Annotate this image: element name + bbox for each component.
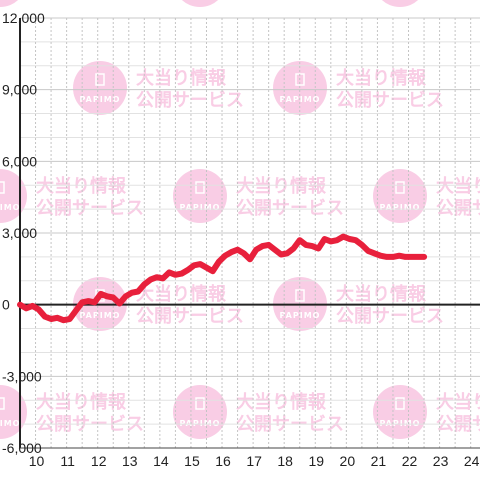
axes-layer [19,18,480,449]
ticks-layer: -6,000 -3,000 0 3,000 6,000 9,000 12,000 10 11 12… [2,10,480,469]
watermark-logo-icon [195,181,205,194]
x-tick-label: 16 [215,453,231,469]
series-line-0 [17,233,428,324]
watermark-logo-circle [73,61,127,115]
watermark-line1: 大当り情報 [336,283,427,305]
watermark-line2: 公開サービス [336,306,444,327]
y-tick-label: 9,000 [2,82,37,98]
watermark-line1: 大当り情報 [236,391,327,413]
watermark-line2: 公開サービス [436,0,480,3]
y-tick-label: 6,000 [2,153,37,169]
series-layer [17,233,428,324]
watermark-logo-icon [0,181,5,194]
watermark-line1: 大当り情報 [436,175,480,197]
watermark-logo-circle [173,169,227,223]
watermark-line1: 大当り情報 [136,283,227,305]
watermark-line1: 大当り情報 [236,175,327,197]
watermark-logo-icon [195,397,205,410]
x-tick-label: 24 [464,453,480,469]
x-tick-label: 15 [184,453,200,469]
watermark-line2: 公開サービス [336,90,444,111]
x-tick-label: 10 [29,453,45,469]
watermark-logo-circle [173,385,227,439]
watermark-logo-circle [373,385,427,439]
y-tick-label: 12,000 [2,10,45,26]
y-tick-label: 3,000 [2,225,37,241]
watermark-line2: 公開サービス [436,198,480,219]
watermark-line2: 公開サービス [136,90,244,111]
watermark-logo-circle [373,169,427,223]
watermark-line2: 公開サービス [236,0,344,3]
watermark-line1: 大当り情報 [36,175,127,197]
watermark-logo-circle [381,0,419,7]
x-tick-label: 11 [60,453,75,469]
watermark-logo-text: PAPIMO [80,311,121,320]
watermark-line1: 大当り情報 [436,391,480,413]
watermark-logo-icon [395,397,405,410]
x-tick-label: 22 [402,453,418,469]
x-tick-label: 19 [308,453,324,469]
watermark-logo-circle [181,0,219,7]
watermark-line1: 大当り情報 [336,67,427,89]
watermark-logo-text: PAPIMO [0,419,20,428]
watermark-line1: 大当り情報 [136,67,227,89]
x-tick-label: 23 [433,453,449,469]
watermark-line2: 公開サービス [36,198,144,219]
watermark-logo-text: PAPIMO [0,203,20,212]
x-tick-label: 14 [153,453,169,469]
x-tick-label: 21 [371,453,387,469]
watermark-line2: 公開サービス [36,0,144,3]
watermark-line2: 公開サービス [136,306,244,327]
x-tick-label: 18 [277,453,293,469]
watermark-line1: 大当り情報 [36,391,127,413]
y-tick-label: 0 [2,297,10,313]
watermark-logo-circle [0,0,19,7]
watermark-logo-circle [0,385,27,439]
watermark-logo-text: PAPIMO [180,203,221,212]
watermark-logo-text: PAPIMO [380,419,421,428]
y-tick-label: -6,000 [2,440,42,456]
watermark-logo-circle [0,169,27,223]
x-tick-label: 20 [340,453,356,469]
watermark-logo-icon [0,397,5,410]
watermark-logo-text: PAPIMO [180,419,221,428]
x-tick-label: 12 [91,453,107,469]
x-tick-label: 17 [246,453,262,469]
watermark-logo-text: PAPIMO [80,95,121,104]
watermark-line2: 公開サービス [236,198,344,219]
watermark-logo-text: PAPIMO [380,203,421,212]
y-tick-label: -3,000 [2,368,42,384]
watermark-logo-icon [395,181,405,194]
watermark-logo-icon [95,73,105,86]
x-tick-label: 13 [122,453,138,469]
